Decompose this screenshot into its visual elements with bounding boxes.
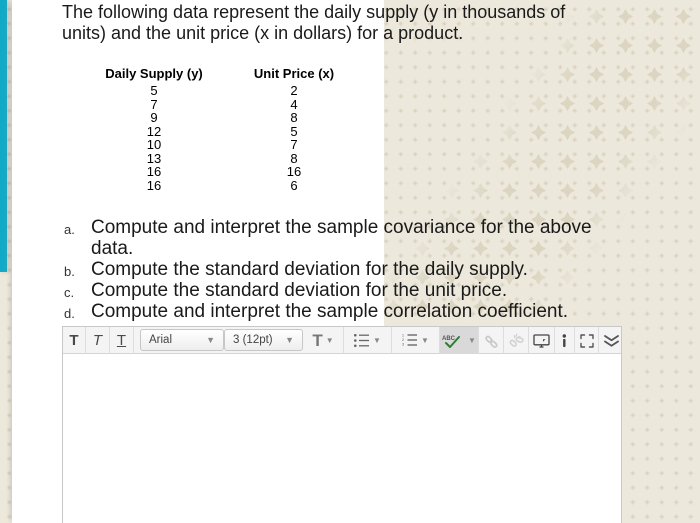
svg-text:3: 3 xyxy=(402,343,404,347)
svg-text:2: 2 xyxy=(402,338,404,342)
svg-text:ABC: ABC xyxy=(442,336,456,342)
svg-text:1: 1 xyxy=(402,334,404,338)
